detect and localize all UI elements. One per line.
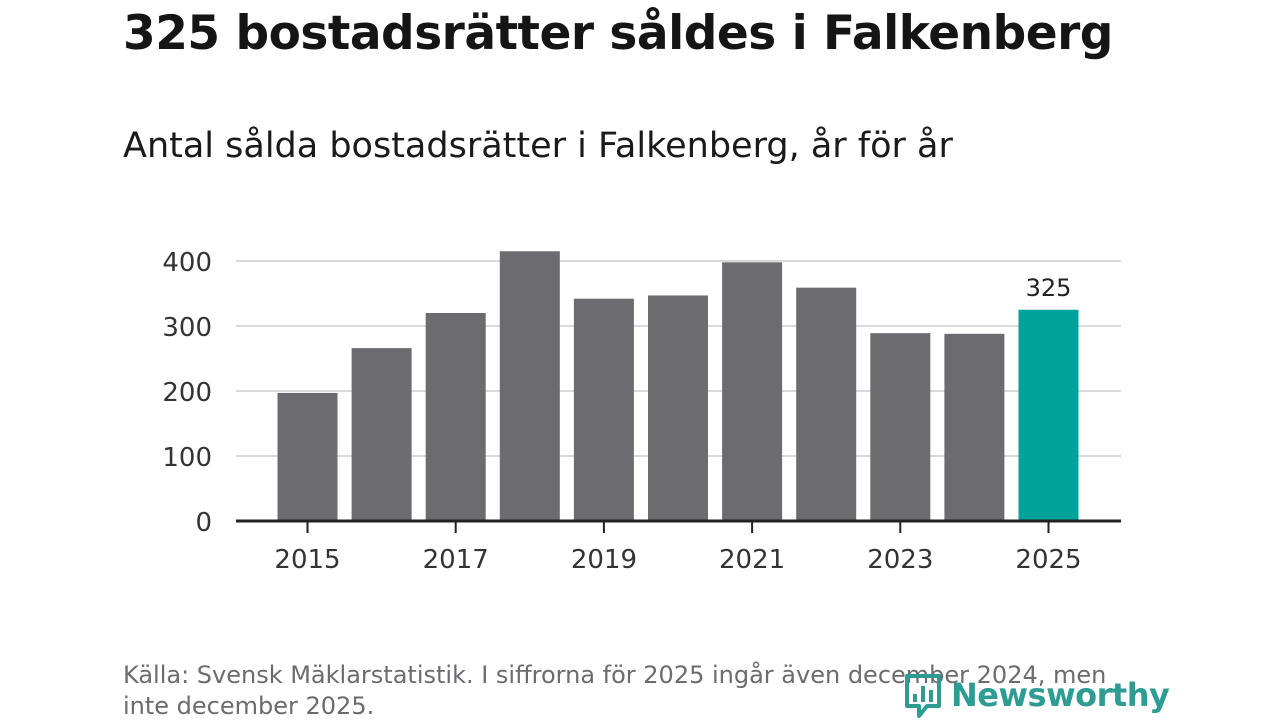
bars bbox=[277, 251, 1079, 521]
chart-subtitle: Antal sålda bostadsrätter i Falkenberg, … bbox=[123, 126, 953, 166]
y-tick-label: 300 bbox=[162, 313, 212, 343]
x-tick-label: 2021 bbox=[719, 545, 785, 575]
bar-2017 bbox=[425, 313, 486, 521]
data-label-2025: 325 bbox=[1026, 274, 1072, 302]
bar-2024 bbox=[944, 333, 1005, 521]
bar-2018 bbox=[499, 251, 560, 521]
bar-2019 bbox=[573, 298, 634, 521]
y-tick-label: 0 bbox=[195, 508, 212, 538]
y-tick-label: 400 bbox=[162, 248, 212, 278]
bar-2015 bbox=[277, 392, 338, 521]
x-tick-label: 2019 bbox=[571, 545, 637, 575]
chart-title: 325 bostadsrätter såldes i Falkenberg bbox=[123, 6, 1113, 61]
bar-2016 bbox=[351, 348, 412, 521]
bar-2025 bbox=[1018, 309, 1079, 521]
y-tick-label: 100 bbox=[162, 443, 212, 473]
logo-text: Newsworthy bbox=[951, 676, 1170, 714]
bar-2020 bbox=[648, 295, 708, 521]
newsworthy-logo: Newsworthy bbox=[903, 672, 1170, 718]
bar-2023 bbox=[870, 333, 931, 521]
x-axis: 2015 2017 2019 2021 2023 2025 bbox=[236, 519, 1121, 575]
bar-2022 bbox=[796, 287, 857, 521]
data-labels: 325 bbox=[1026, 274, 1072, 302]
x-tick-label: 2023 bbox=[867, 545, 933, 575]
source-note: Källa: Svensk Mäklarstatistik. I siffror… bbox=[123, 661, 1107, 720]
x-tick-label: 2015 bbox=[274, 545, 340, 575]
y-axis-tick-labels: 0 100 200 300 400 bbox=[162, 248, 212, 538]
y-tick-label: 200 bbox=[162, 378, 212, 408]
bar-chart-logo-icon bbox=[905, 674, 941, 718]
x-tick-label: 2025 bbox=[1015, 545, 1081, 575]
x-tick-label: 2017 bbox=[423, 545, 489, 575]
bar-2021 bbox=[722, 262, 783, 521]
